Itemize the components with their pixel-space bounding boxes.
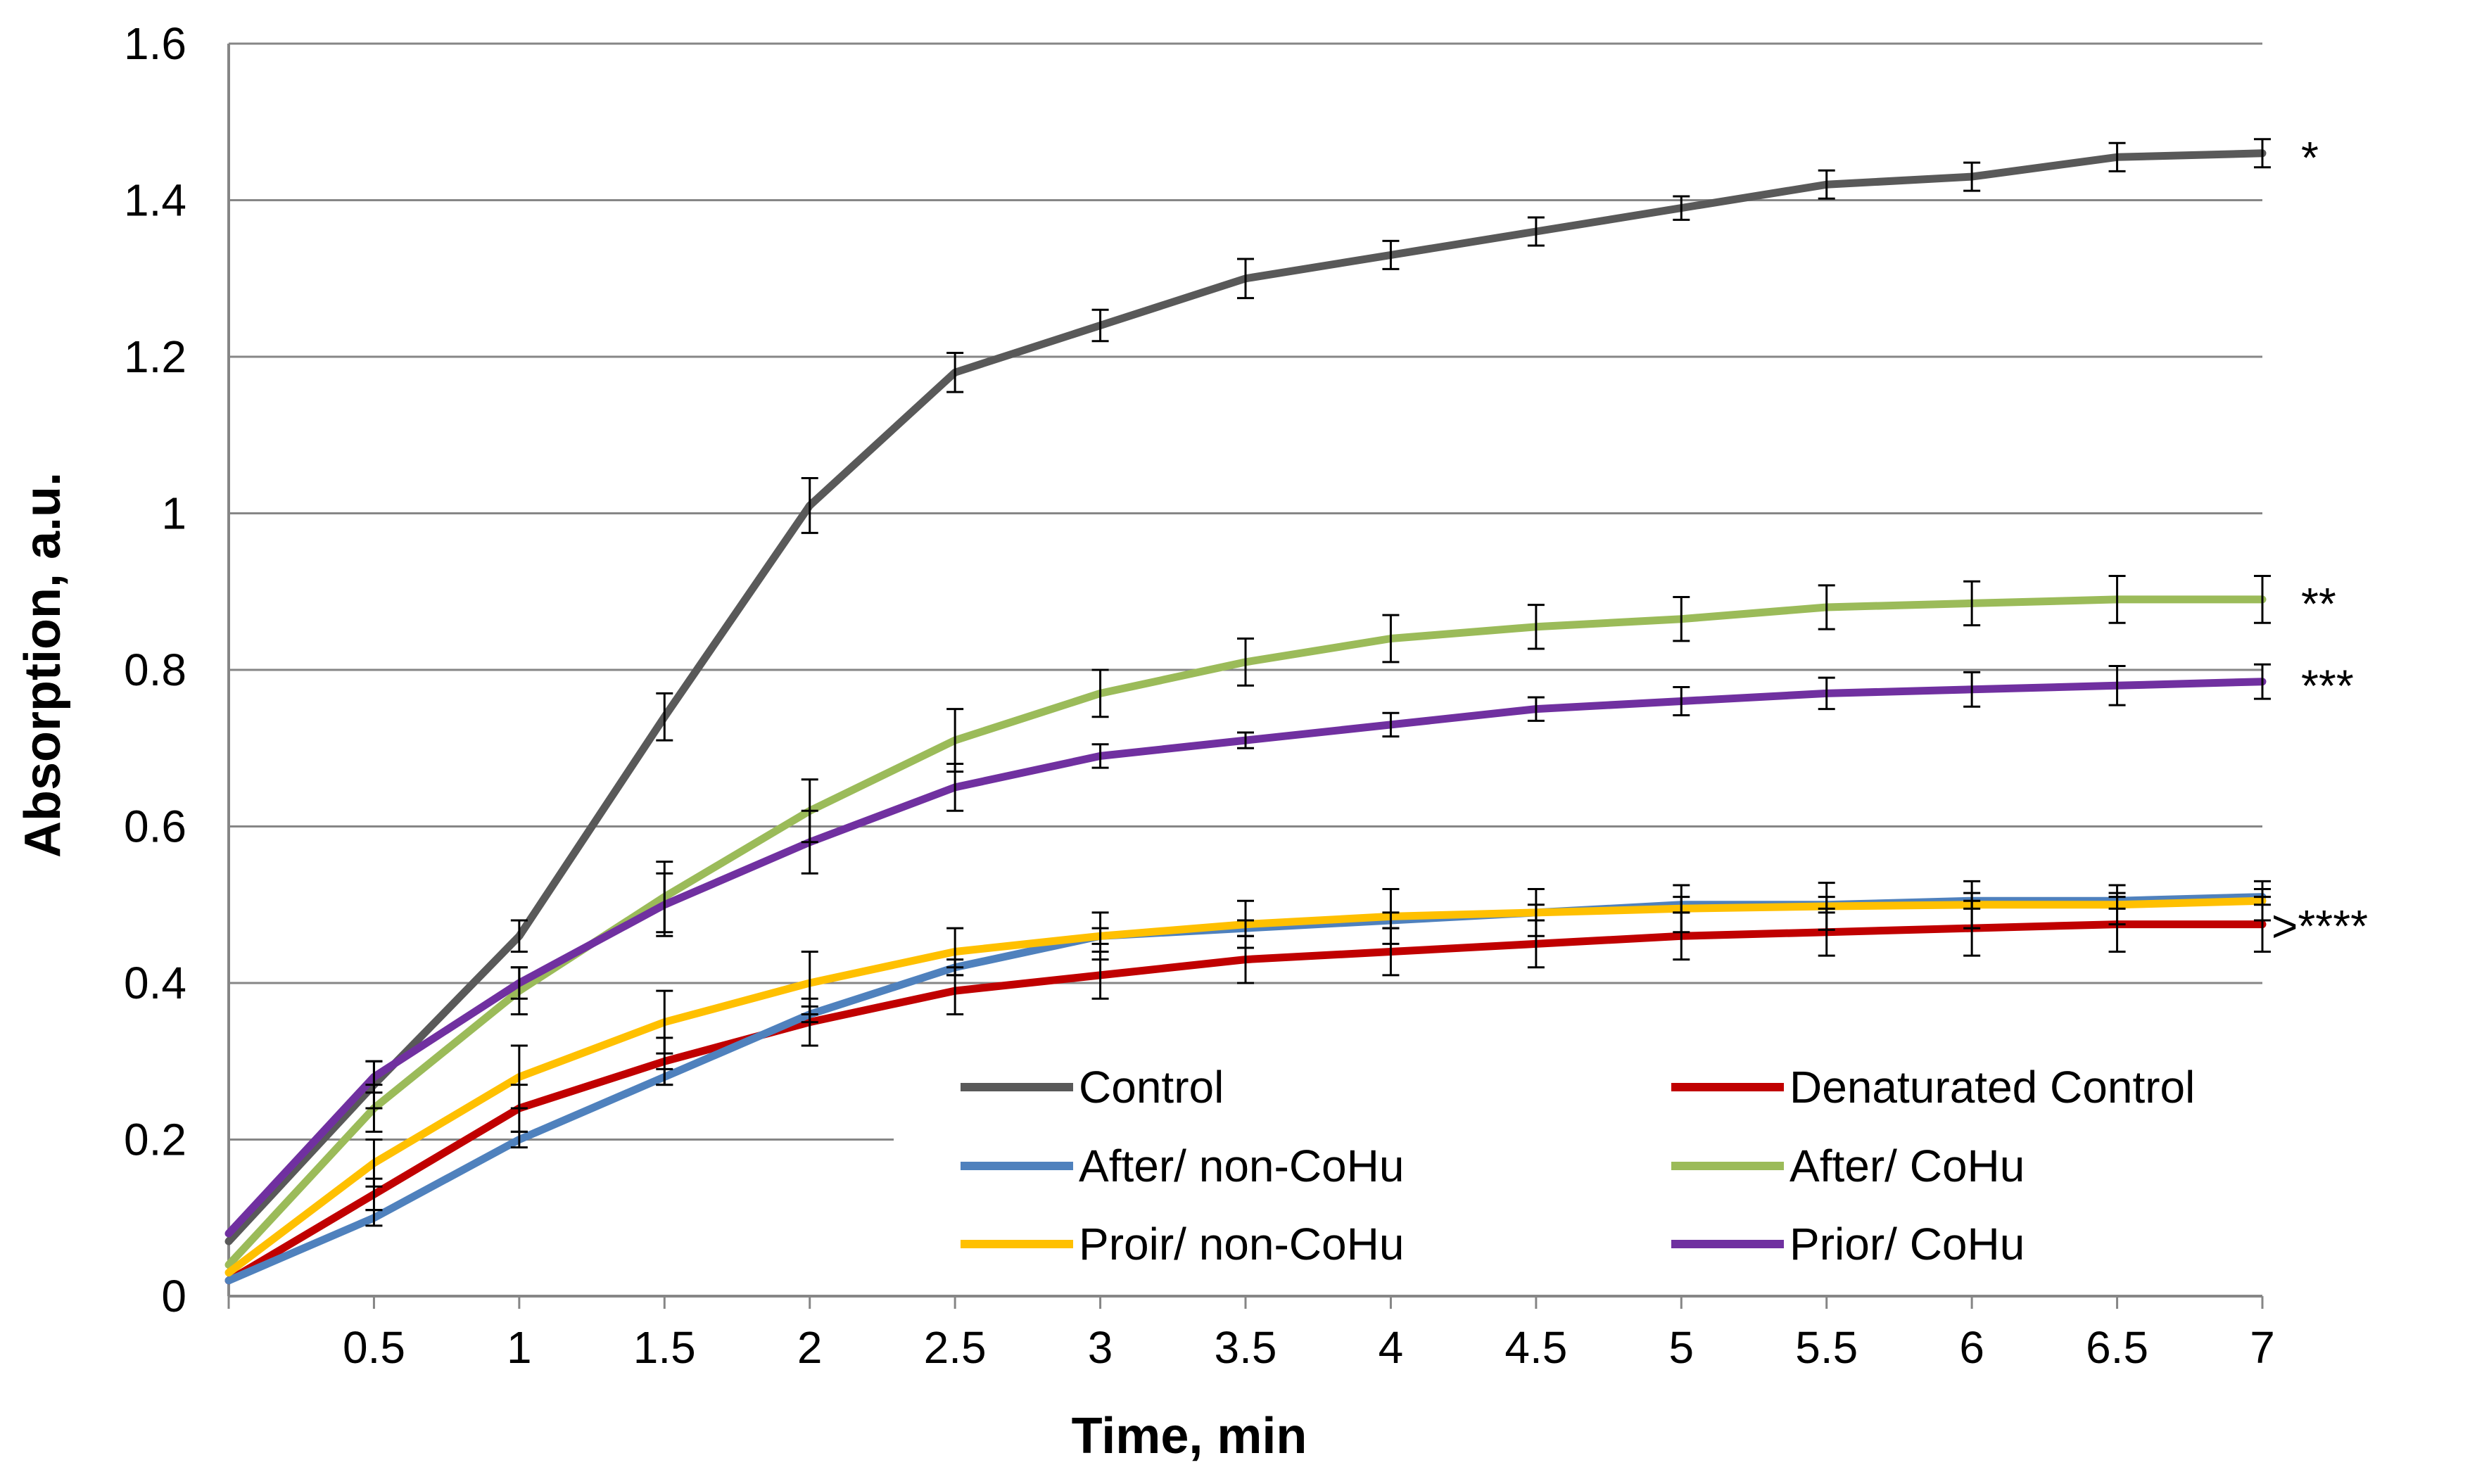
legend-label: Proir/ non-CoHu xyxy=(1079,1219,1404,1269)
legend-label: Prior/ CoHu xyxy=(1789,1219,2025,1269)
y-tick-label: 1.4 xyxy=(124,175,186,226)
y-tick-label: 0.8 xyxy=(124,645,186,695)
significance-annotations: ******>**** xyxy=(2272,132,2368,951)
legend-box xyxy=(894,1034,2266,1288)
significance-label: >**** xyxy=(2272,901,2368,951)
x-tick-label: 2.5 xyxy=(924,1322,987,1373)
x-tick-label: 4 xyxy=(1379,1322,1404,1373)
significance-label: * xyxy=(2301,132,2319,183)
x-tick-label: 4.5 xyxy=(1504,1322,1567,1373)
x-tick-label: 3 xyxy=(1088,1322,1113,1373)
y-ticks: 0 0.2 0.4 0.6 0.8 1 1.2 1.4 1.6 xyxy=(124,18,186,1321)
legend-label: Control xyxy=(1079,1062,1224,1112)
x-tick-label: 6.5 xyxy=(2086,1322,2148,1373)
x-axis-title: Time, min xyxy=(1072,1408,1307,1464)
significance-label: *** xyxy=(2301,661,2354,711)
y-tick-label: 0 xyxy=(161,1271,186,1321)
legend-label: Denaturated Control xyxy=(1789,1062,2195,1112)
legend-label: After/ CoHu xyxy=(1789,1141,2025,1191)
error-bars xyxy=(365,138,2271,1227)
x-tick-label: 1.5 xyxy=(633,1322,696,1373)
x-tick-label: 7 xyxy=(2250,1322,2275,1373)
significance-label: ** xyxy=(2301,578,2336,629)
x-tick-label: 5 xyxy=(1668,1322,1694,1373)
x-tick-label: 6 xyxy=(1959,1322,1984,1373)
y-axis-title: Absorption, a.u. xyxy=(15,472,71,858)
legend-label: After/ non-CoHu xyxy=(1079,1141,1404,1191)
y-tick-label: 0.2 xyxy=(124,1115,186,1165)
y-tick-label: 1.6 xyxy=(124,18,186,69)
y-tick-label: 1.2 xyxy=(124,331,186,382)
x-tick-label: 2 xyxy=(797,1322,823,1373)
x-tick-label: 3.5 xyxy=(1215,1322,1277,1373)
x-tick-label: 0.5 xyxy=(343,1322,405,1373)
y-tick-label: 0.4 xyxy=(124,958,186,1008)
y-tick-label: 0.6 xyxy=(124,801,186,852)
x-tick-label: 1 xyxy=(507,1322,532,1373)
legend: Control Denaturated Control After/ non-CoH… xyxy=(894,1034,2266,1288)
x-ticks: 0.5 1 1.5 2 2.5 3 3.5 4 4.5 5 5.5 6 6.5 7 xyxy=(227,1296,2275,1373)
y-tick-label: 1 xyxy=(161,488,186,539)
x-tick-label: 5.5 xyxy=(1795,1322,1858,1373)
